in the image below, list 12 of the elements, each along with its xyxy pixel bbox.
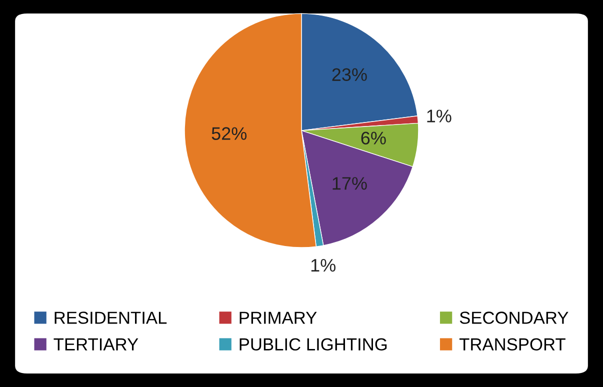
data-label: 1% [311, 259, 336, 272]
legend-label: PRIMARY [240, 312, 317, 324]
legend-label: TERTIARY [54, 338, 138, 350]
legend-label: TRANSPORT [459, 338, 566, 351]
data-label: 52% [212, 127, 247, 140]
data-label: 23% [332, 68, 367, 81]
data-label: 1% [427, 110, 452, 122]
legend-label: SECONDARY [460, 312, 568, 324]
data-label: 6% [361, 132, 386, 144]
legend-label: PUBLIC LIGHTING [240, 338, 387, 351]
legend-label: RESIDENTIAL [54, 312, 167, 324]
data-label: 17% [332, 177, 367, 190]
